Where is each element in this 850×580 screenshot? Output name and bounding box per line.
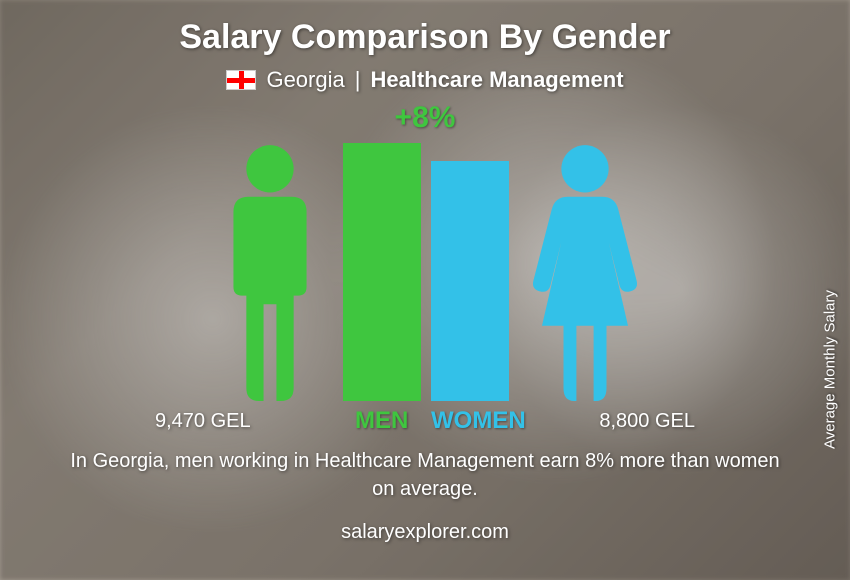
country-label: Georgia xyxy=(266,67,344,93)
gender-label-men: MEN xyxy=(355,407,408,435)
separator: | xyxy=(355,67,361,93)
subtitle-row: Georgia | Healthcare Management xyxy=(226,67,623,93)
male-figure-icon xyxy=(215,143,325,401)
sector-label: Healthcare Management xyxy=(370,67,623,93)
percentage-badge: +8% xyxy=(395,101,456,135)
y-axis-label: Average Monthly Salary xyxy=(822,290,839,449)
source-label: salaryexplorer.com xyxy=(341,521,509,544)
bar-men xyxy=(343,143,421,401)
label-row: 9,470 GEL MEN WOMEN 8,800 GEL xyxy=(145,405,705,441)
female-figure-icon xyxy=(530,143,640,401)
bar-women xyxy=(431,161,509,401)
salary-men: 9,470 GEL xyxy=(155,410,251,433)
georgia-flag-icon xyxy=(226,70,256,90)
infographic-container: Salary Comparison By Gender Georgia | He… xyxy=(0,0,850,580)
chart-area: +8% 9,470 GEL MEN WOMEN 8,800 GEL xyxy=(145,101,705,441)
caption-text: In Georgia, men working in Healthcare Ma… xyxy=(65,447,785,503)
page-title: Salary Comparison By Gender xyxy=(179,18,670,57)
gender-label-women: WOMEN xyxy=(431,407,526,435)
salary-women: 8,800 GEL xyxy=(599,410,695,433)
